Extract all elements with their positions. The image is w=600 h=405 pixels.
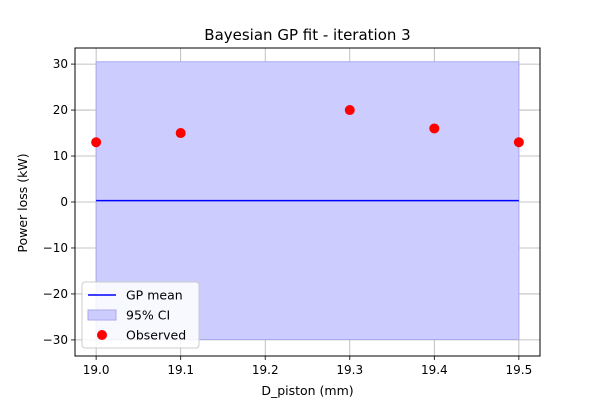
x-axis-label: D_piston (mm) — [261, 383, 353, 398]
y-tick-label-4: 10 — [53, 149, 68, 163]
y-tick-label-6: 30 — [53, 57, 68, 71]
y-tick-label-5: 20 — [53, 103, 68, 117]
x-tick-label-0: 19.0 — [83, 363, 110, 377]
chart-title: Bayesian GP fit - iteration 3 — [204, 26, 410, 44]
plot-area: 19.0 19.1 19.2 19.3 19.4 19.5 −30 −20 −10 0 10 20 30… — [43, 47, 541, 377]
y-tick-label-3: 0 — [60, 195, 68, 209]
legend-label-1: 95% CI — [126, 308, 170, 323]
legend: GP mean 95% CI Observed — [81, 281, 200, 349]
y-tick-label-2: −10 — [43, 241, 68, 255]
observed-point-0 — [91, 137, 102, 148]
observed-point-4 — [513, 137, 524, 148]
x-tick-label-2: 19.2 — [252, 363, 279, 377]
y-tick-label-0: −30 — [43, 333, 68, 347]
legend-swatch-ci — [87, 309, 117, 321]
x-tick-label-5: 19.5 — [506, 363, 533, 377]
observed-point-2 — [344, 105, 355, 116]
legend-swatch-observed — [97, 330, 107, 340]
y-axis-label: Power loss (kW) — [15, 153, 30, 252]
legend-label-0: GP mean — [126, 288, 183, 303]
legend-box — [81, 281, 200, 349]
observed-point-1 — [175, 128, 186, 139]
x-tick-label-3: 19.3 — [336, 363, 363, 377]
legend-label-2: Observed — [126, 328, 186, 343]
x-tick-label-1: 19.1 — [167, 363, 194, 377]
x-tick-label-4: 19.4 — [421, 363, 448, 377]
y-tick-label-1: −20 — [43, 287, 68, 301]
observed-point-3 — [429, 123, 440, 134]
